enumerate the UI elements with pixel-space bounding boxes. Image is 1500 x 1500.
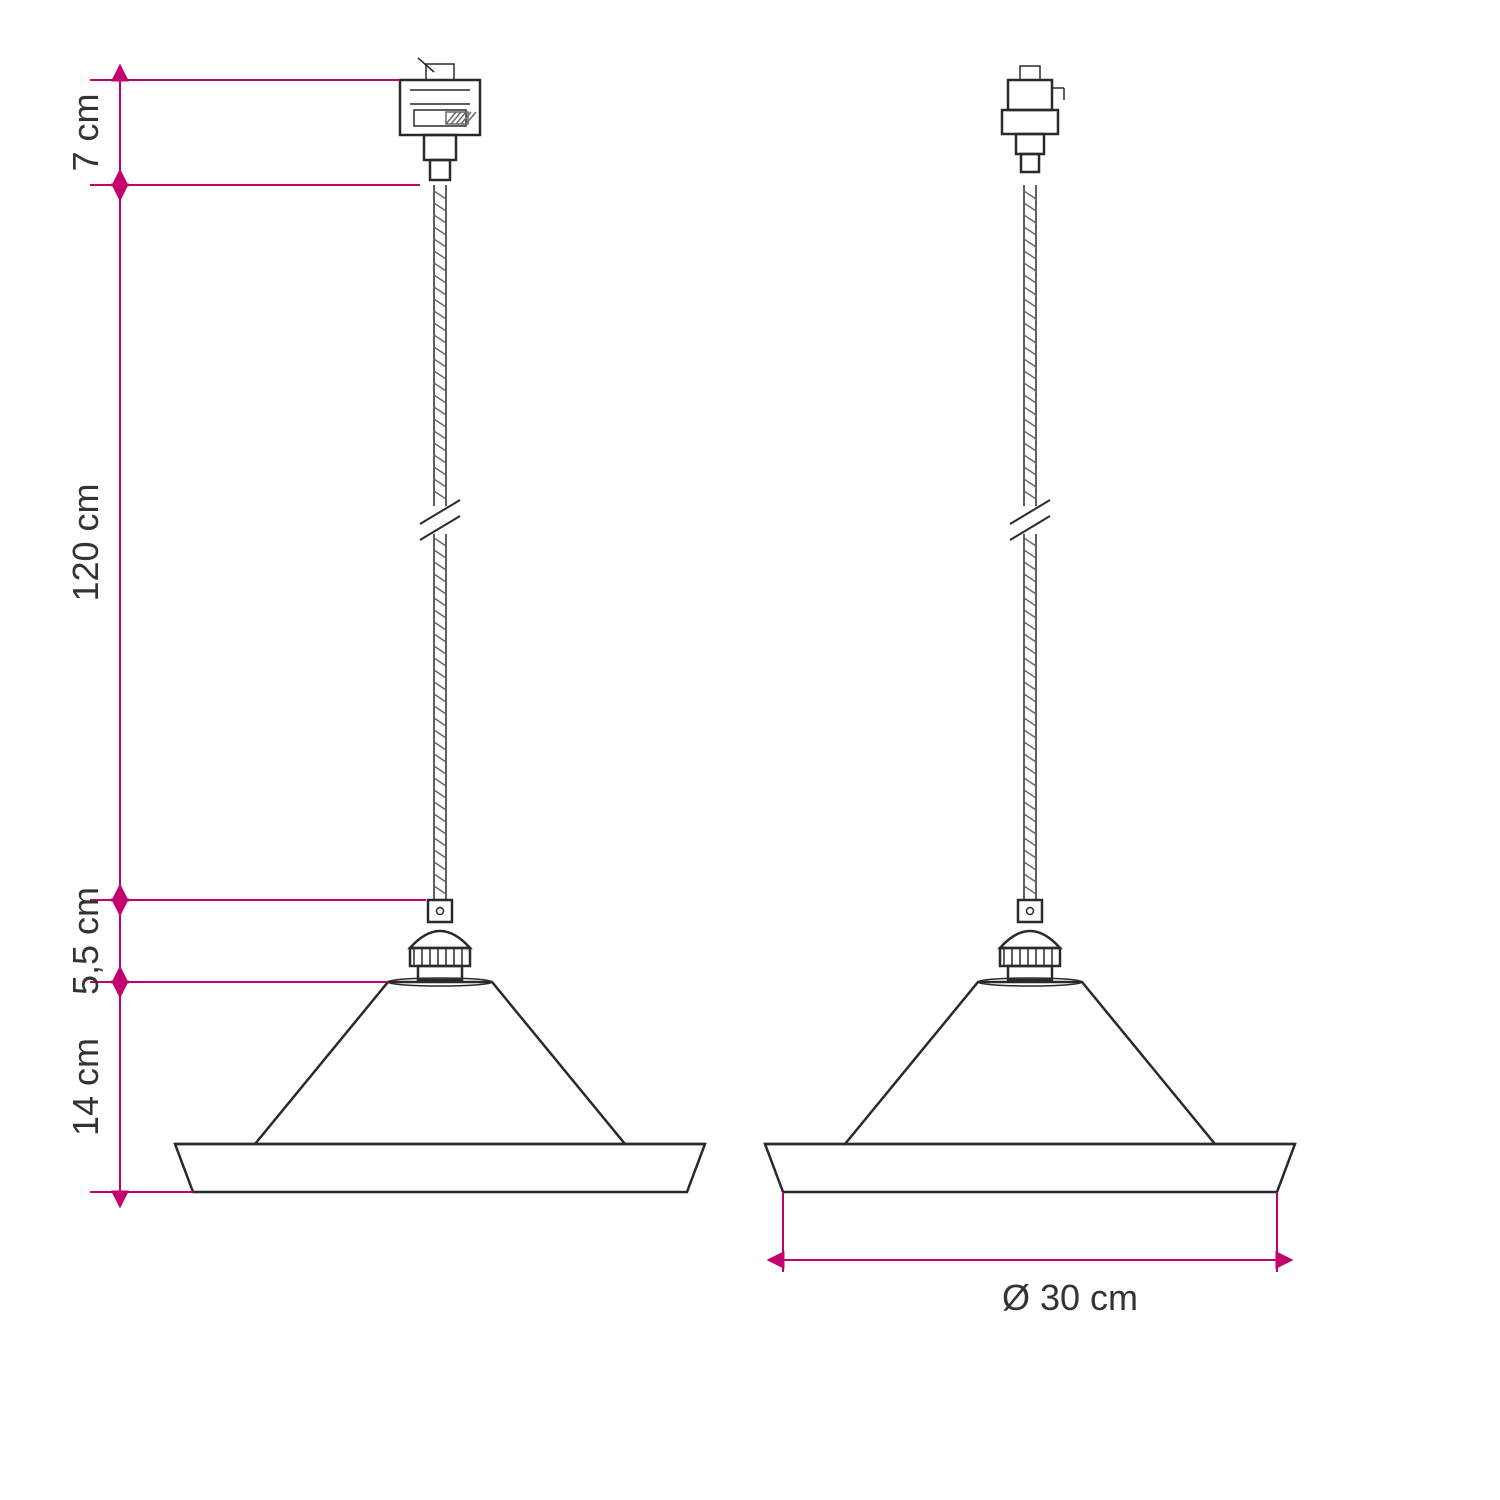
dim-socket-height: 5,5 cm (65, 887, 106, 995)
dim-connector-height: 7 cm (65, 93, 106, 171)
dim-shade-diameter: Ø 30 cm (1002, 1277, 1138, 1318)
dim-shade-height: 14 cm (65, 1038, 106, 1136)
dim-cable-length: 120 cm (65, 483, 106, 601)
dimension-drawing: 7 cm 120 cm 5,5 cm 14 cm Ø 30 cm (0, 0, 1500, 1500)
